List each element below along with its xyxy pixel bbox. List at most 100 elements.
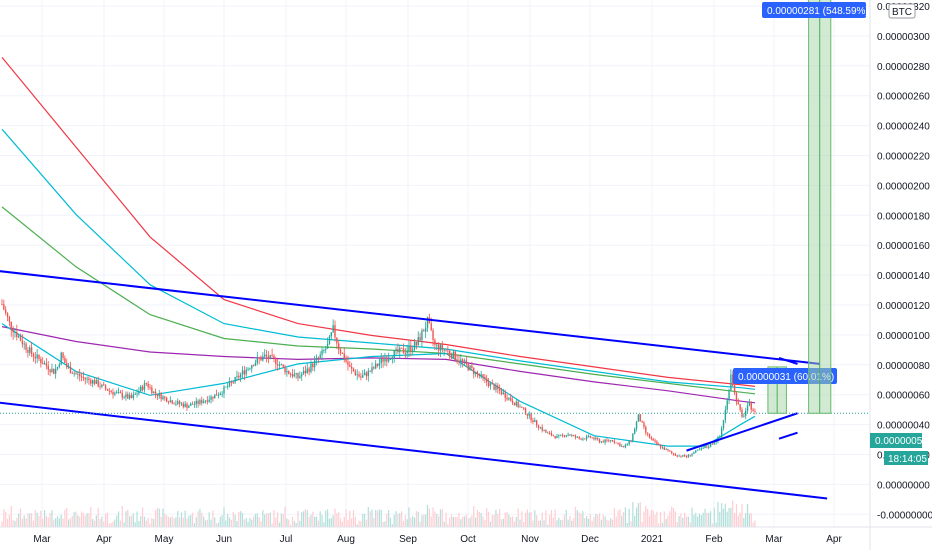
candle-body bbox=[671, 451, 673, 453]
volume-bar bbox=[669, 511, 671, 527]
candle-body bbox=[341, 353, 344, 354]
volume-bar bbox=[415, 511, 417, 527]
candle-body bbox=[190, 403, 192, 406]
volume-bar bbox=[223, 507, 225, 527]
candle-body bbox=[145, 383, 147, 385]
candle-body bbox=[515, 401, 517, 406]
candle-body bbox=[301, 374, 303, 377]
candle-body bbox=[199, 400, 201, 404]
volume-bar bbox=[663, 511, 665, 527]
volume-bar bbox=[212, 510, 214, 527]
candle-body bbox=[445, 349, 447, 351]
candle-body bbox=[51, 368, 53, 372]
candle-body bbox=[484, 376, 486, 379]
channel-extension-line[interactable] bbox=[778, 356, 798, 365]
volume-bar bbox=[110, 523, 112, 527]
volume-bar bbox=[401, 511, 403, 527]
currency-badge[interactable]: BTC bbox=[888, 3, 916, 19]
candle-body bbox=[328, 336, 331, 344]
volume-bar bbox=[293, 520, 295, 527]
candle-body bbox=[630, 440, 632, 442]
candle-body bbox=[534, 420, 536, 423]
candle-body bbox=[746, 405, 749, 412]
candle-body bbox=[696, 449, 699, 451]
time-tick-label: Mar bbox=[765, 534, 783, 545]
candle-body bbox=[728, 390, 730, 401]
candle-body bbox=[158, 393, 160, 397]
candle-body bbox=[541, 427, 543, 431]
candle-body bbox=[262, 356, 264, 361]
candle-body bbox=[103, 384, 105, 386]
candle-body bbox=[402, 348, 405, 354]
projection-label: 0.00000281 (548.59%) 281 bbox=[767, 6, 889, 17]
candle-body bbox=[552, 435, 554, 437]
volume-bar bbox=[530, 511, 532, 527]
volume-bar bbox=[365, 519, 368, 527]
volume-bar bbox=[743, 517, 745, 527]
volume-bars bbox=[1, 500, 756, 527]
time-tick-label: May bbox=[155, 534, 174, 545]
volume-bar bbox=[103, 521, 105, 527]
candle-body bbox=[373, 367, 375, 369]
candle-body bbox=[506, 397, 508, 400]
candle-body bbox=[754, 411, 756, 412]
volume-bar bbox=[130, 515, 133, 527]
candle-body bbox=[264, 354, 266, 357]
candle-body bbox=[378, 363, 381, 366]
volume-bar bbox=[458, 513, 460, 527]
volume-bar bbox=[106, 512, 109, 527]
volume-bar bbox=[51, 510, 53, 527]
candle-body bbox=[495, 385, 497, 390]
candle-body bbox=[695, 450, 697, 453]
volume-bar bbox=[373, 517, 375, 527]
candle-body bbox=[452, 351, 455, 359]
volume-bar bbox=[31, 513, 33, 527]
time-axis[interactable]: Mar Apr May Jun Jul Aug Sep Oct Nov Dec 2021 Feb Mar… bbox=[33, 534, 842, 545]
candle-body bbox=[676, 455, 678, 457]
trend-channel[interactable] bbox=[0, 270, 828, 500]
channel-line[interactable] bbox=[686, 412, 798, 452]
candle-body bbox=[29, 347, 31, 353]
candle-body bbox=[352, 368, 355, 372]
volume-bar bbox=[408, 507, 410, 527]
candle-body bbox=[112, 392, 114, 395]
volume-bar bbox=[295, 522, 297, 527]
price-tick-label: 0.00000060 bbox=[877, 391, 930, 402]
candle-body bbox=[611, 440, 614, 442]
candle-body bbox=[486, 378, 488, 383]
volume-bar bbox=[711, 523, 713, 527]
candle-body bbox=[280, 364, 283, 366]
candle-body bbox=[95, 380, 98, 384]
candle-body bbox=[561, 434, 564, 436]
volume-bar bbox=[647, 509, 649, 527]
candle-body bbox=[236, 375, 238, 377]
volume-bar bbox=[456, 517, 458, 527]
channel-extension-line[interactable] bbox=[778, 431, 798, 440]
candle-body bbox=[14, 332, 16, 333]
candle-body bbox=[680, 455, 682, 457]
volume-bar bbox=[386, 513, 388, 527]
volume-bar bbox=[523, 521, 525, 527]
candle-body bbox=[706, 446, 708, 448]
time-tick-label: Aug bbox=[337, 534, 355, 545]
candle-body bbox=[543, 430, 545, 431]
candle-body bbox=[687, 454, 690, 457]
candle-body bbox=[312, 363, 314, 368]
candle-body bbox=[182, 403, 184, 407]
candle-body bbox=[412, 349, 414, 352]
volume-bar bbox=[680, 513, 682, 527]
channel-line[interactable] bbox=[0, 270, 820, 365]
volume-bar bbox=[240, 511, 242, 527]
candle-body bbox=[476, 371, 479, 374]
volume-bar bbox=[426, 504, 429, 527]
volume-bar bbox=[8, 514, 10, 527]
candle-body bbox=[317, 357, 320, 359]
candle-body bbox=[565, 435, 567, 437]
candle-body bbox=[54, 368, 57, 374]
volume-bar bbox=[475, 517, 477, 527]
price-projections[interactable]: 0.00000031 (60.01%) 31 0.00000281 (548.59… bbox=[0, 0, 889, 414]
candle-body bbox=[358, 374, 360, 377]
channel-line[interactable] bbox=[0, 401, 828, 500]
candle-body bbox=[663, 447, 665, 450]
